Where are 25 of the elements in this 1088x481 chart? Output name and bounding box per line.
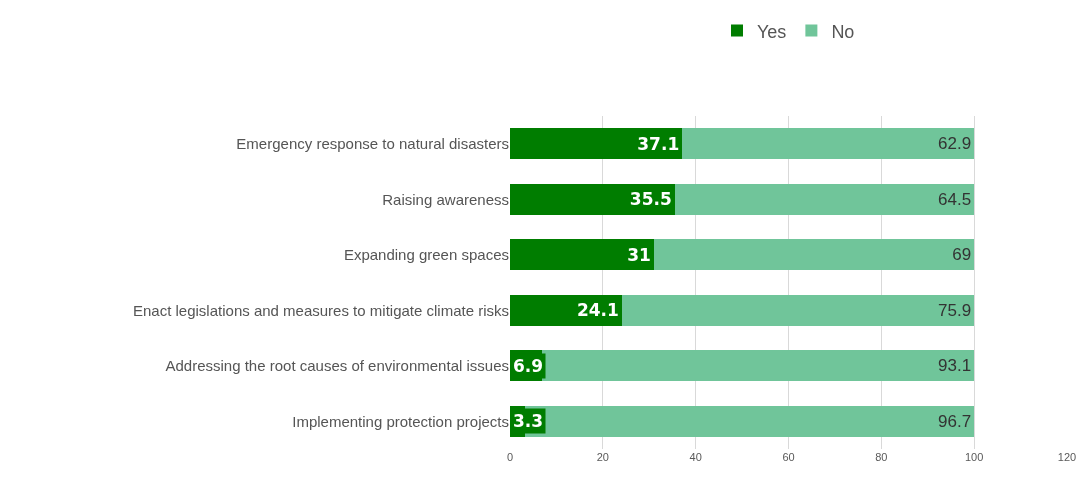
data-label: 93.1 bbox=[938, 356, 972, 376]
y-tick-label: Implementing protection projects bbox=[292, 412, 509, 430]
data-label: 75.9 bbox=[938, 300, 972, 320]
y-tick-label: Raising awareness bbox=[382, 190, 509, 208]
data-label: 64.5 bbox=[938, 189, 972, 209]
x-tick-label: 40 bbox=[689, 451, 702, 463]
legend-label: Yes bbox=[757, 21, 787, 42]
data-label: 24.1 bbox=[576, 300, 619, 321]
x-tick-label: 120 bbox=[1057, 451, 1077, 463]
y-tick-label: Expanding green spaces bbox=[343, 246, 509, 263]
y-tick-label: Enact legislations and measures to mitigate climate risks bbox=[133, 301, 509, 319]
x-tick-label: 80 bbox=[875, 451, 888, 463]
data-label: 96.7 bbox=[938, 411, 972, 431]
y-tick-label: Emergency response to natural disasters bbox=[236, 135, 509, 152]
data-label: 37.1 bbox=[637, 133, 680, 154]
x-tick-label: 60 bbox=[782, 451, 795, 463]
legend-label: No bbox=[831, 21, 855, 42]
x-tick-label: 100 bbox=[964, 451, 984, 463]
data-label: 31 bbox=[627, 244, 651, 265]
x-tick-label: 0 bbox=[506, 451, 514, 463]
data-label: 35.5 bbox=[629, 189, 672, 210]
data-label: 69 bbox=[952, 245, 972, 265]
data-label: 62.9 bbox=[938, 134, 972, 154]
x-tick-label: 20 bbox=[596, 451, 609, 463]
y-tick-label: Addressing the root causes of environmental issues bbox=[165, 357, 509, 374]
